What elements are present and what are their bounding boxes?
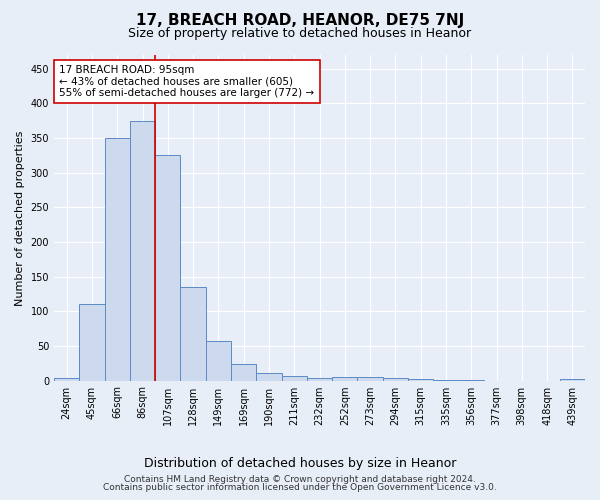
Bar (383, 378, 408, 380)
Bar (256, 373, 281, 380)
Text: Distribution of detached houses by size in Heanor: Distribution of detached houses by size … (144, 458, 456, 470)
Bar (332, 377, 358, 380)
Text: Contains HM Land Registry data © Crown copyright and database right 2024.: Contains HM Land Registry data © Crown c… (124, 474, 476, 484)
Bar (54, 378, 79, 380)
Text: 17 BREACH ROAD: 95sqm
← 43% of detached houses are smaller (605)
55% of semi-det: 17 BREACH ROAD: 95sqm ← 43% of detached … (59, 65, 314, 98)
Bar (206, 341, 231, 380)
Bar (307, 378, 332, 380)
Text: 17, BREACH ROAD, HEANOR, DE75 7NJ: 17, BREACH ROAD, HEANOR, DE75 7NJ (136, 12, 464, 28)
Bar (130, 121, 155, 380)
Bar (231, 364, 256, 380)
Bar (281, 376, 307, 380)
Bar (79, 304, 104, 380)
Text: Size of property relative to detached houses in Heanor: Size of property relative to detached ho… (128, 28, 472, 40)
Y-axis label: Number of detached properties: Number of detached properties (15, 130, 25, 306)
Bar (358, 377, 383, 380)
Bar (181, 287, 206, 380)
Bar (155, 156, 181, 380)
Bar (104, 138, 130, 380)
Text: Contains public sector information licensed under the Open Government Licence v3: Contains public sector information licen… (103, 484, 497, 492)
